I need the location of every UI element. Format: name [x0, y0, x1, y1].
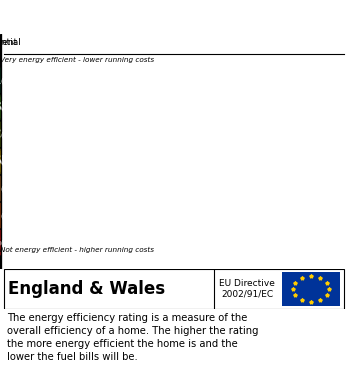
Text: Current: Current — [0, 38, 18, 47]
Text: The energy efficiency rating is a measure of the
overall efficiency of a home. T: The energy efficiency rating is a measur… — [7, 312, 259, 362]
Text: Potential: Potential — [0, 38, 21, 47]
Text: 65: 65 — [0, 154, 10, 169]
Text: Not energy efficient - higher running costs: Not energy efficient - higher running co… — [0, 247, 154, 253]
Text: Very energy efficient - lower running costs: Very energy efficient - lower running co… — [0, 57, 154, 63]
Text: (21-38): (21-38) — [0, 212, 26, 219]
Text: 85: 85 — [0, 100, 11, 115]
Text: (81-91): (81-91) — [0, 104, 26, 111]
Text: (39-54): (39-54) — [0, 185, 26, 192]
Text: (69-80): (69-80) — [0, 131, 26, 138]
Text: England & Wales: England & Wales — [8, 280, 165, 298]
Bar — [0, 34, 1, 269]
Text: G: G — [0, 236, 1, 249]
Text: (92-100): (92-100) — [0, 77, 30, 84]
Text: Energy Efficiency Rating: Energy Efficiency Rating — [10, 9, 232, 23]
Text: (55-68): (55-68) — [0, 158, 26, 165]
Text: EU Directive
2002/91/EC: EU Directive 2002/91/EC — [219, 279, 275, 299]
Polygon shape — [0, 230, 1, 255]
Text: (1-20): (1-20) — [0, 239, 21, 246]
Bar — [282, 272, 340, 306]
